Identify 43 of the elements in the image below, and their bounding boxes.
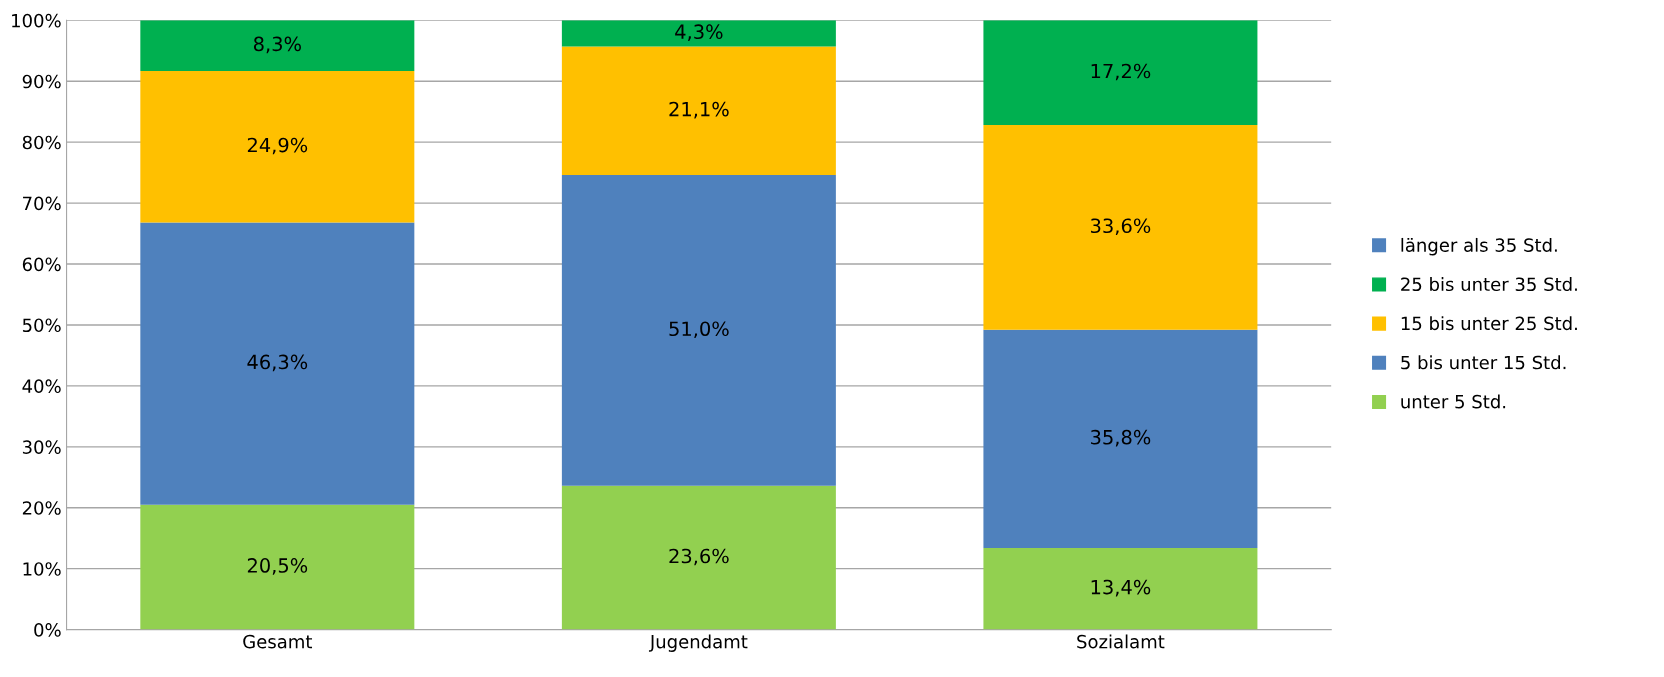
bar — [983, 20, 1258, 126]
legend-label: 25 bis unter 35 Std. — [1401, 277, 1577, 292]
y-tick-label: 20% — [22, 501, 61, 515]
legend-label: unter 5 Std. — [1401, 394, 1506, 409]
x-tick-label: Gesamt — [243, 634, 313, 649]
legend-label: 15 bis unter 25 Std. — [1401, 316, 1577, 331]
y-tick-label: 90% — [22, 74, 61, 89]
bar — [983, 125, 1258, 330]
y-tick-label: 80% — [22, 135, 61, 150]
data-label: 46,3% — [247, 354, 308, 372]
data-label: 35,8% — [1091, 429, 1151, 447]
y-tick-label: 30% — [22, 440, 61, 454]
x-tick-label: Sozialamt — [1077, 634, 1165, 649]
bar — [983, 547, 1258, 630]
bar — [140, 222, 415, 505]
data-label: 21,1% — [669, 101, 729, 119]
data-label: 4,3% — [675, 24, 723, 42]
y-tick-label: 40% — [22, 379, 61, 394]
data-label: 17,2% — [1091, 63, 1151, 81]
bar — [561, 20, 836, 47]
y-tick-label: 70% — [23, 196, 61, 211]
bar — [561, 175, 836, 486]
legend-label: länger als 35 Std. — [1401, 237, 1557, 256]
bar — [561, 46, 836, 176]
bar — [140, 504, 415, 630]
y-tick-label: 50% — [22, 318, 61, 333]
bar — [983, 329, 1258, 548]
data-label: 24,9% — [247, 137, 308, 155]
data-label: 8,3% — [253, 36, 301, 54]
data-label: 23,6% — [669, 548, 729, 566]
data-label: 20,5% — [247, 558, 308, 575]
bar — [140, 70, 415, 223]
y-tick-label: 100% — [12, 13, 61, 28]
y-tick-label: 10% — [23, 562, 61, 576]
bar — [561, 485, 836, 630]
bar — [140, 20, 415, 71]
legend-label: 5 bis unter 15 Std. — [1401, 355, 1566, 370]
data-label: 51,0% — [669, 321, 729, 339]
y-tick-label: 0% — [34, 623, 61, 637]
y-tick-label: 60% — [22, 257, 61, 272]
data-label: 13,4% — [1091, 579, 1151, 597]
x-tick-label: Jugendamt — [648, 634, 748, 652]
data-label: 33,6% — [1091, 218, 1151, 236]
